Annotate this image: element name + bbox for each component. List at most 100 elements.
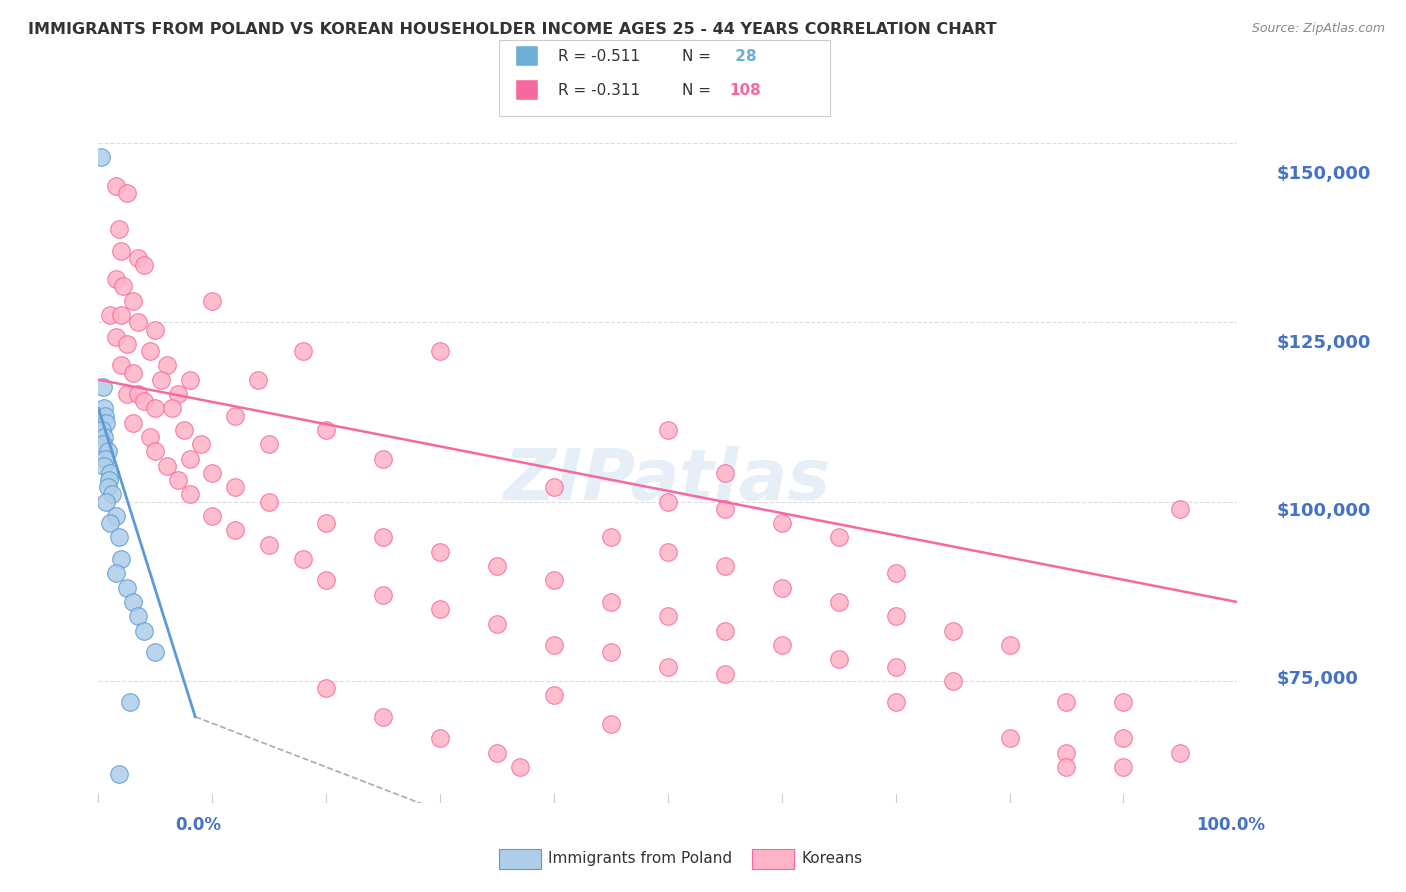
Point bbox=[543, 480, 565, 494]
Point bbox=[132, 394, 155, 409]
Point bbox=[224, 409, 246, 423]
Point bbox=[98, 308, 121, 322]
Point bbox=[1056, 695, 1078, 709]
Point bbox=[98, 516, 121, 530]
Text: $150,000: $150,000 bbox=[1277, 165, 1371, 184]
Point bbox=[1056, 760, 1078, 774]
Point bbox=[1112, 731, 1135, 746]
Point bbox=[101, 487, 124, 501]
Point bbox=[115, 336, 138, 351]
Point bbox=[657, 423, 679, 437]
Point bbox=[884, 566, 907, 581]
Point bbox=[93, 430, 115, 444]
Point bbox=[1112, 760, 1135, 774]
Point bbox=[127, 251, 149, 265]
Point bbox=[190, 437, 212, 451]
Point bbox=[1170, 746, 1192, 760]
Point bbox=[315, 681, 337, 695]
Text: IMMIGRANTS FROM POLAND VS KOREAN HOUSEHOLDER INCOME AGES 25 - 44 YEARS CORRELATI: IMMIGRANTS FROM POLAND VS KOREAN HOUSEHO… bbox=[28, 22, 997, 37]
Point bbox=[97, 473, 120, 487]
Point bbox=[156, 458, 179, 473]
Point bbox=[156, 359, 179, 373]
Point bbox=[828, 531, 851, 545]
Text: 28: 28 bbox=[730, 49, 756, 63]
Point bbox=[600, 645, 623, 659]
Point bbox=[714, 559, 737, 574]
Point bbox=[371, 710, 394, 724]
Point bbox=[259, 538, 281, 552]
Point bbox=[600, 531, 623, 545]
Point bbox=[104, 329, 127, 343]
Point bbox=[108, 531, 131, 545]
Point bbox=[145, 322, 167, 336]
Point bbox=[429, 545, 451, 559]
Text: $75,000: $75,000 bbox=[1277, 671, 1358, 689]
Point bbox=[543, 688, 565, 702]
Point bbox=[714, 466, 737, 480]
Point bbox=[132, 258, 155, 272]
Point bbox=[429, 602, 451, 616]
Point bbox=[127, 315, 149, 329]
Point bbox=[167, 473, 190, 487]
Point bbox=[770, 638, 793, 652]
Point bbox=[429, 731, 451, 746]
Point bbox=[94, 451, 117, 466]
Point bbox=[110, 359, 132, 373]
Point bbox=[770, 581, 793, 595]
Point bbox=[657, 545, 679, 559]
Text: Immigrants from Poland: Immigrants from Poland bbox=[548, 851, 733, 865]
Point bbox=[104, 272, 127, 286]
Point bbox=[371, 451, 394, 466]
Point bbox=[998, 638, 1021, 652]
Point bbox=[714, 666, 737, 681]
Point bbox=[201, 293, 224, 308]
Point bbox=[145, 401, 167, 416]
Point bbox=[110, 552, 132, 566]
Point bbox=[108, 767, 131, 781]
Point bbox=[543, 574, 565, 588]
Point bbox=[121, 595, 143, 609]
Text: R = -0.511: R = -0.511 bbox=[558, 49, 640, 63]
Point bbox=[108, 222, 131, 236]
Point bbox=[315, 423, 337, 437]
Point bbox=[884, 695, 907, 709]
Text: N =: N = bbox=[682, 83, 711, 97]
Point bbox=[315, 516, 337, 530]
Point bbox=[509, 760, 531, 774]
Point bbox=[98, 466, 121, 480]
Point bbox=[1112, 695, 1135, 709]
Point bbox=[259, 437, 281, 451]
Point bbox=[292, 344, 315, 359]
Point bbox=[1170, 501, 1192, 516]
Point bbox=[120, 695, 142, 709]
Point bbox=[115, 186, 138, 201]
Point bbox=[96, 494, 118, 508]
Point bbox=[770, 516, 793, 530]
Point bbox=[173, 423, 195, 437]
Text: $125,000: $125,000 bbox=[1277, 334, 1371, 351]
Point bbox=[600, 717, 623, 731]
Point bbox=[110, 308, 132, 322]
Point bbox=[224, 524, 246, 538]
Point bbox=[657, 494, 679, 508]
Point bbox=[121, 416, 143, 430]
Point bbox=[942, 624, 965, 638]
Point bbox=[90, 423, 112, 437]
Point bbox=[486, 559, 509, 574]
Point bbox=[543, 638, 565, 652]
Point bbox=[714, 501, 737, 516]
Point bbox=[714, 624, 737, 638]
Point bbox=[201, 508, 224, 523]
Point bbox=[104, 179, 127, 194]
Point bbox=[371, 588, 394, 602]
Text: $100,000: $100,000 bbox=[1277, 502, 1371, 520]
Point bbox=[179, 451, 201, 466]
Text: ZIPatlas: ZIPatlas bbox=[505, 446, 831, 515]
Point bbox=[315, 574, 337, 588]
Point bbox=[429, 344, 451, 359]
Point bbox=[96, 480, 118, 494]
Point bbox=[121, 366, 143, 380]
Point bbox=[201, 466, 224, 480]
Point bbox=[162, 401, 184, 416]
Point bbox=[91, 380, 114, 394]
